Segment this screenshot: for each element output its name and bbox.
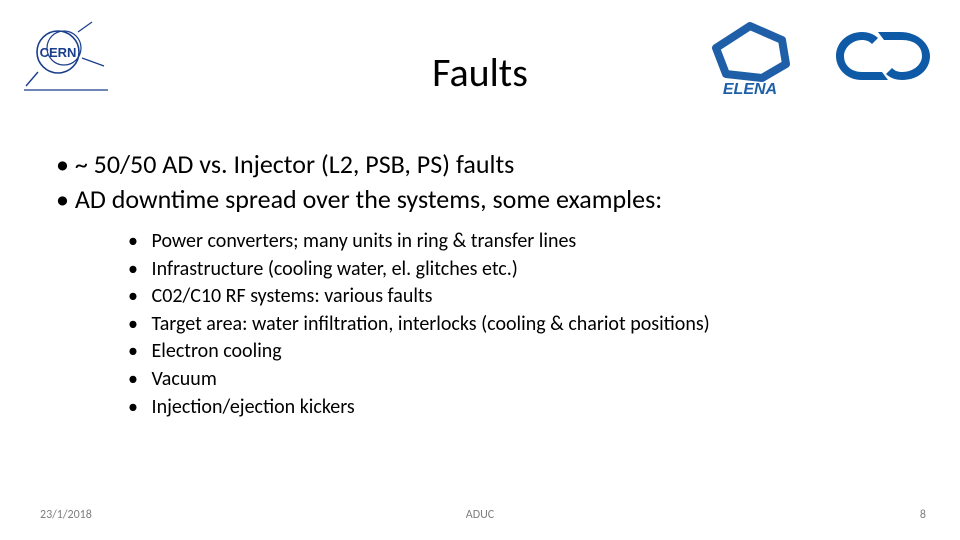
sub-bullet: Infrastructure (cooling water, el. glitc…: [128, 256, 910, 284]
sub-bullet-list: Power converters; many units in ring & t…: [128, 228, 910, 421]
sub-bullet: Injection/ejection kickers: [128, 394, 910, 422]
footer-page-number: 8: [920, 508, 926, 522]
sub-bullet: Power converters; many units in ring & t…: [128, 228, 910, 256]
main-bullet: ~ 50/50 AD vs. Injector (L2, PSB, PS) fa…: [56, 148, 910, 181]
slide-title: Faults: [0, 48, 960, 97]
main-bullet-list: ~ 50/50 AD vs. Injector (L2, PSB, PS) fa…: [56, 148, 910, 219]
footer-center: ADUC: [0, 508, 960, 522]
main-bullet: AD downtime spread over the systems, som…: [56, 183, 910, 216]
sub-bullet: Target area: water infiltration, interlo…: [128, 311, 910, 339]
sub-bullet: C02/C10 RF systems: various faults: [128, 283, 910, 311]
sub-bullet: Vacuum: [128, 366, 910, 394]
slide: CERN ELENA Faults ~ 50/50 AD vs. Injecto…: [0, 0, 960, 540]
sub-bullet: Electron cooling: [128, 338, 910, 366]
